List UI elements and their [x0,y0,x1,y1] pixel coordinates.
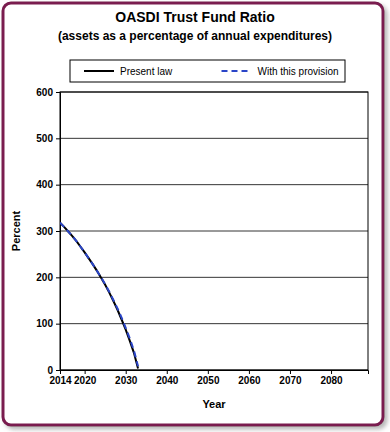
grid-line [60,277,368,278]
x-axis: 20142020 2030 2040 2050 2060 2070 2080 [49,370,368,386]
tick-label: 0 [47,365,53,376]
axis-line [56,93,61,371]
legend-label: Present law [120,66,173,77]
legend: Present law With this provision [70,60,345,82]
tick: 2050 [197,370,220,386]
tick-label: 400 [36,179,53,190]
tick-mark [208,370,209,374]
tick: 0 [47,365,60,376]
tick-mark [56,185,60,186]
tick: 2030 [115,370,138,386]
y-axis-title: Percent [10,210,22,251]
tick: 100 [36,318,60,329]
tick-label: 300 [36,226,53,237]
series-lines [60,223,138,369]
tick: 2080 [320,370,343,386]
legend-swatch [84,70,114,72]
line [60,223,138,369]
tick-mark [60,370,61,374]
tick: 2020 [74,370,97,386]
axis-line [61,371,369,375]
x-axis-title: Year [202,398,226,410]
grid-line [60,231,368,232]
tick-label: 2030 [115,375,138,386]
tick-mark [56,92,60,93]
tick-mark [290,370,291,374]
frame [3,3,383,425]
tick-mark [167,370,168,374]
line [60,223,138,367]
tick: 2060 [238,370,261,386]
tick-mark [249,370,250,374]
tick-label: 2050 [197,375,220,386]
tick: 200 [36,272,60,283]
tick-mark [331,370,332,374]
tick-label: 2070 [279,375,302,386]
tick-label: 600 [36,87,53,98]
tick-label: 2020 [74,375,97,386]
grid-line [60,92,368,93]
tick: 2040 [156,370,179,386]
tick-label: 2080 [320,375,343,386]
tick: 400 [36,179,60,190]
y-axis: 0 100 200 300 400 500 600 [36,87,60,376]
tick-mark [56,277,60,278]
plot-area [60,92,368,370]
tick: 2014 [49,370,72,386]
tick-mark [56,324,60,325]
tick-label: 2014 [49,375,72,386]
tick-mark [56,370,60,371]
tick-label: 100 [36,318,53,329]
tick: 2070 [279,370,302,386]
tick-label: 2040 [156,375,179,386]
grid-line [60,323,368,324]
legend-swatch [222,70,252,72]
grid-line [60,184,368,185]
tick: 600 [36,87,60,98]
tick-mark [126,370,127,374]
grid [60,92,368,370]
tick-mark [56,231,60,232]
tick-label: 200 [36,272,53,283]
tick-mark [56,138,60,139]
chart: OASDI Trust Fund Ratio (assets as a perce… [0,0,390,432]
tick-label: 2060 [238,375,261,386]
grid-line [60,138,368,139]
tick: 300 [36,226,60,237]
legend-label: With this provision [258,66,339,77]
tick-mark [85,370,86,374]
tick: 500 [36,133,60,144]
title: OASDI Trust Fund Ratio [115,9,274,25]
tick-label: 500 [36,133,53,144]
subtitle: (assets as a percentage of annual expend… [58,29,332,43]
legend-box [70,60,345,82]
